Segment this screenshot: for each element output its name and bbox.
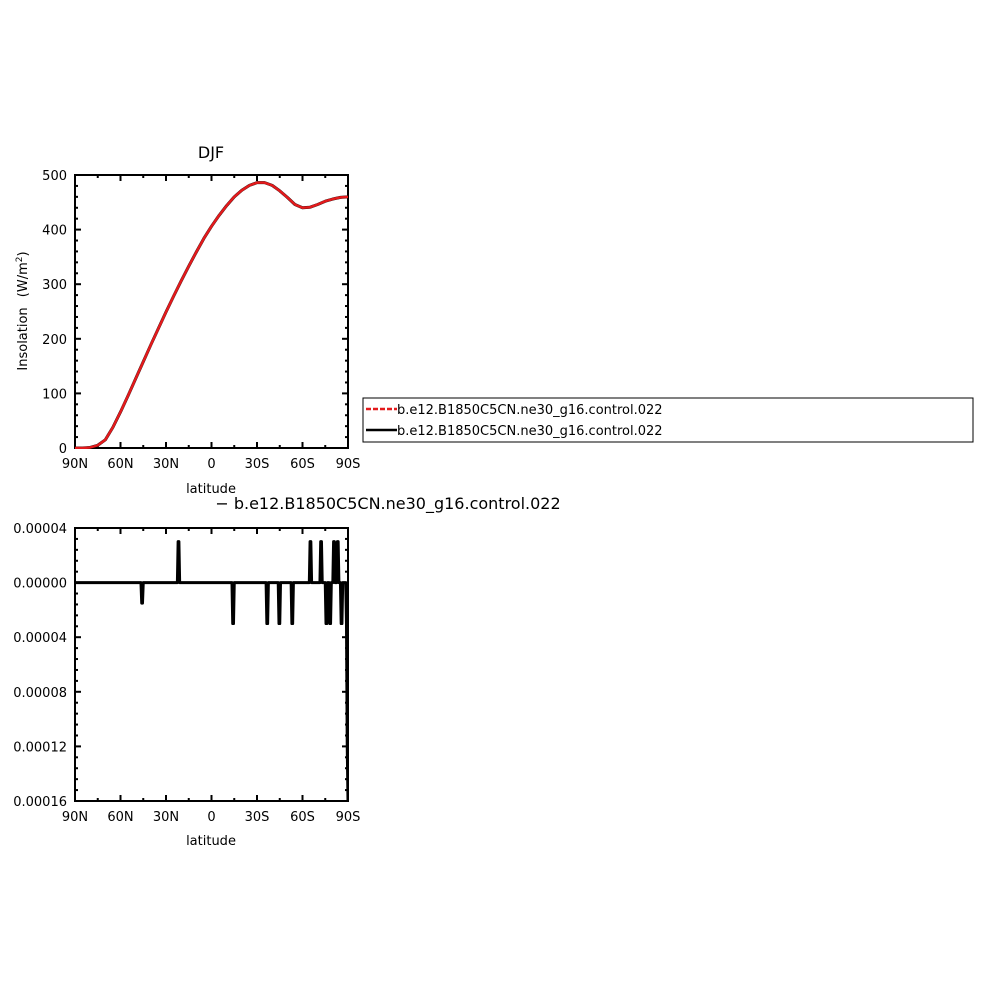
bottom-x-tick-label: 90S <box>336 810 361 825</box>
bottom-x-axis-title: latitude <box>186 834 236 849</box>
legend: b.e12.B1850C5CN.ne30_g16.control.022 b.e… <box>362 397 974 443</box>
bottom-panel: − b.e12.B1850C5CN.ne30_g16.control.022 9… <box>13 494 560 849</box>
bottom-y-tick-label: 0.00004 <box>13 522 67 537</box>
bottom-x-tick-label: 0 <box>207 810 215 825</box>
top-series-line-1 <box>75 181 348 449</box>
top-y-axis-title: Insolation (W/m2) <box>15 251 31 370</box>
top-x-tick-label: 30S <box>245 457 270 472</box>
bottom-x-tick-label: 30N <box>153 810 179 825</box>
top-frame <box>74 174 349 449</box>
top-y-tick-label: 500 <box>42 169 67 184</box>
legend-label-0: b.e12.B1850C5CN.ne30_g16.control.022 <box>397 403 663 418</box>
bottom-y-tick-label: 0.00012 <box>13 740 67 755</box>
bottom-x-tick-label: 30S <box>245 810 270 825</box>
top-x-tick-label: 0 <box>207 457 215 472</box>
top-y-tick-label: 0 <box>59 442 67 457</box>
legend-box <box>362 397 974 443</box>
top-y-axis-title-main: Insolation <box>16 307 31 370</box>
top-y-axis-title-sup: 2 <box>15 256 25 262</box>
top-y-axis-title-close: ) <box>16 251 31 256</box>
top-y-axis-title-units: (W/m <box>16 262 31 297</box>
top-plot-area: 90N 60N 30N 0 30S 60S 90S 0 100 200 300 400 500 <box>42 169 360 472</box>
legend-label-1: b.e12.B1850C5CN.ne30_g16.control.022 <box>397 424 663 439</box>
top-y-tick-label: 300 <box>42 278 67 293</box>
top-x-axis-title: latitude <box>186 482 236 497</box>
bottom-x-tick-label: 90N <box>62 810 88 825</box>
bottom-series-line-0 <box>75 540 348 802</box>
top-panel-title: DJF <box>198 143 224 162</box>
top-x-tick-label: 90S <box>336 457 361 472</box>
bottom-y-tick-label: 0.00000 <box>13 577 67 592</box>
top-x-tick-label: 60N <box>107 457 133 472</box>
bottom-y-tick-label: 0.00016 <box>13 795 67 810</box>
top-y-tick-label: 200 <box>42 333 67 348</box>
bottom-plot-area: 90N 60N 30N 0 30S 60S 90S 0.00004 0.00000 0.00004… <box>13 522 360 825</box>
top-x-tick-label: 30N <box>153 457 179 472</box>
bottom-panel-title: − b.e12.B1850C5CN.ne30_g16.control.022 <box>215 494 560 514</box>
bottom-frame <box>74 527 349 802</box>
top-y-tick-label: 100 <box>42 387 67 402</box>
bottom-x-tick-label: 60S <box>290 810 315 825</box>
bottom-x-tick-label: 60N <box>107 810 133 825</box>
bottom-y-tick-label: 0.00004 <box>13 631 67 646</box>
top-y-tick-label: 400 <box>42 224 67 239</box>
top-series-line-0 <box>75 181 348 449</box>
top-panel: DJF 90N 60N 30N 0 30S 60S 90S0100200300400500 … <box>15 143 360 497</box>
top-x-tick-label: 60S <box>290 457 315 472</box>
bottom-y-tick-label: 0.00008 <box>13 686 67 701</box>
top-x-tick-label: 90N <box>62 457 88 472</box>
